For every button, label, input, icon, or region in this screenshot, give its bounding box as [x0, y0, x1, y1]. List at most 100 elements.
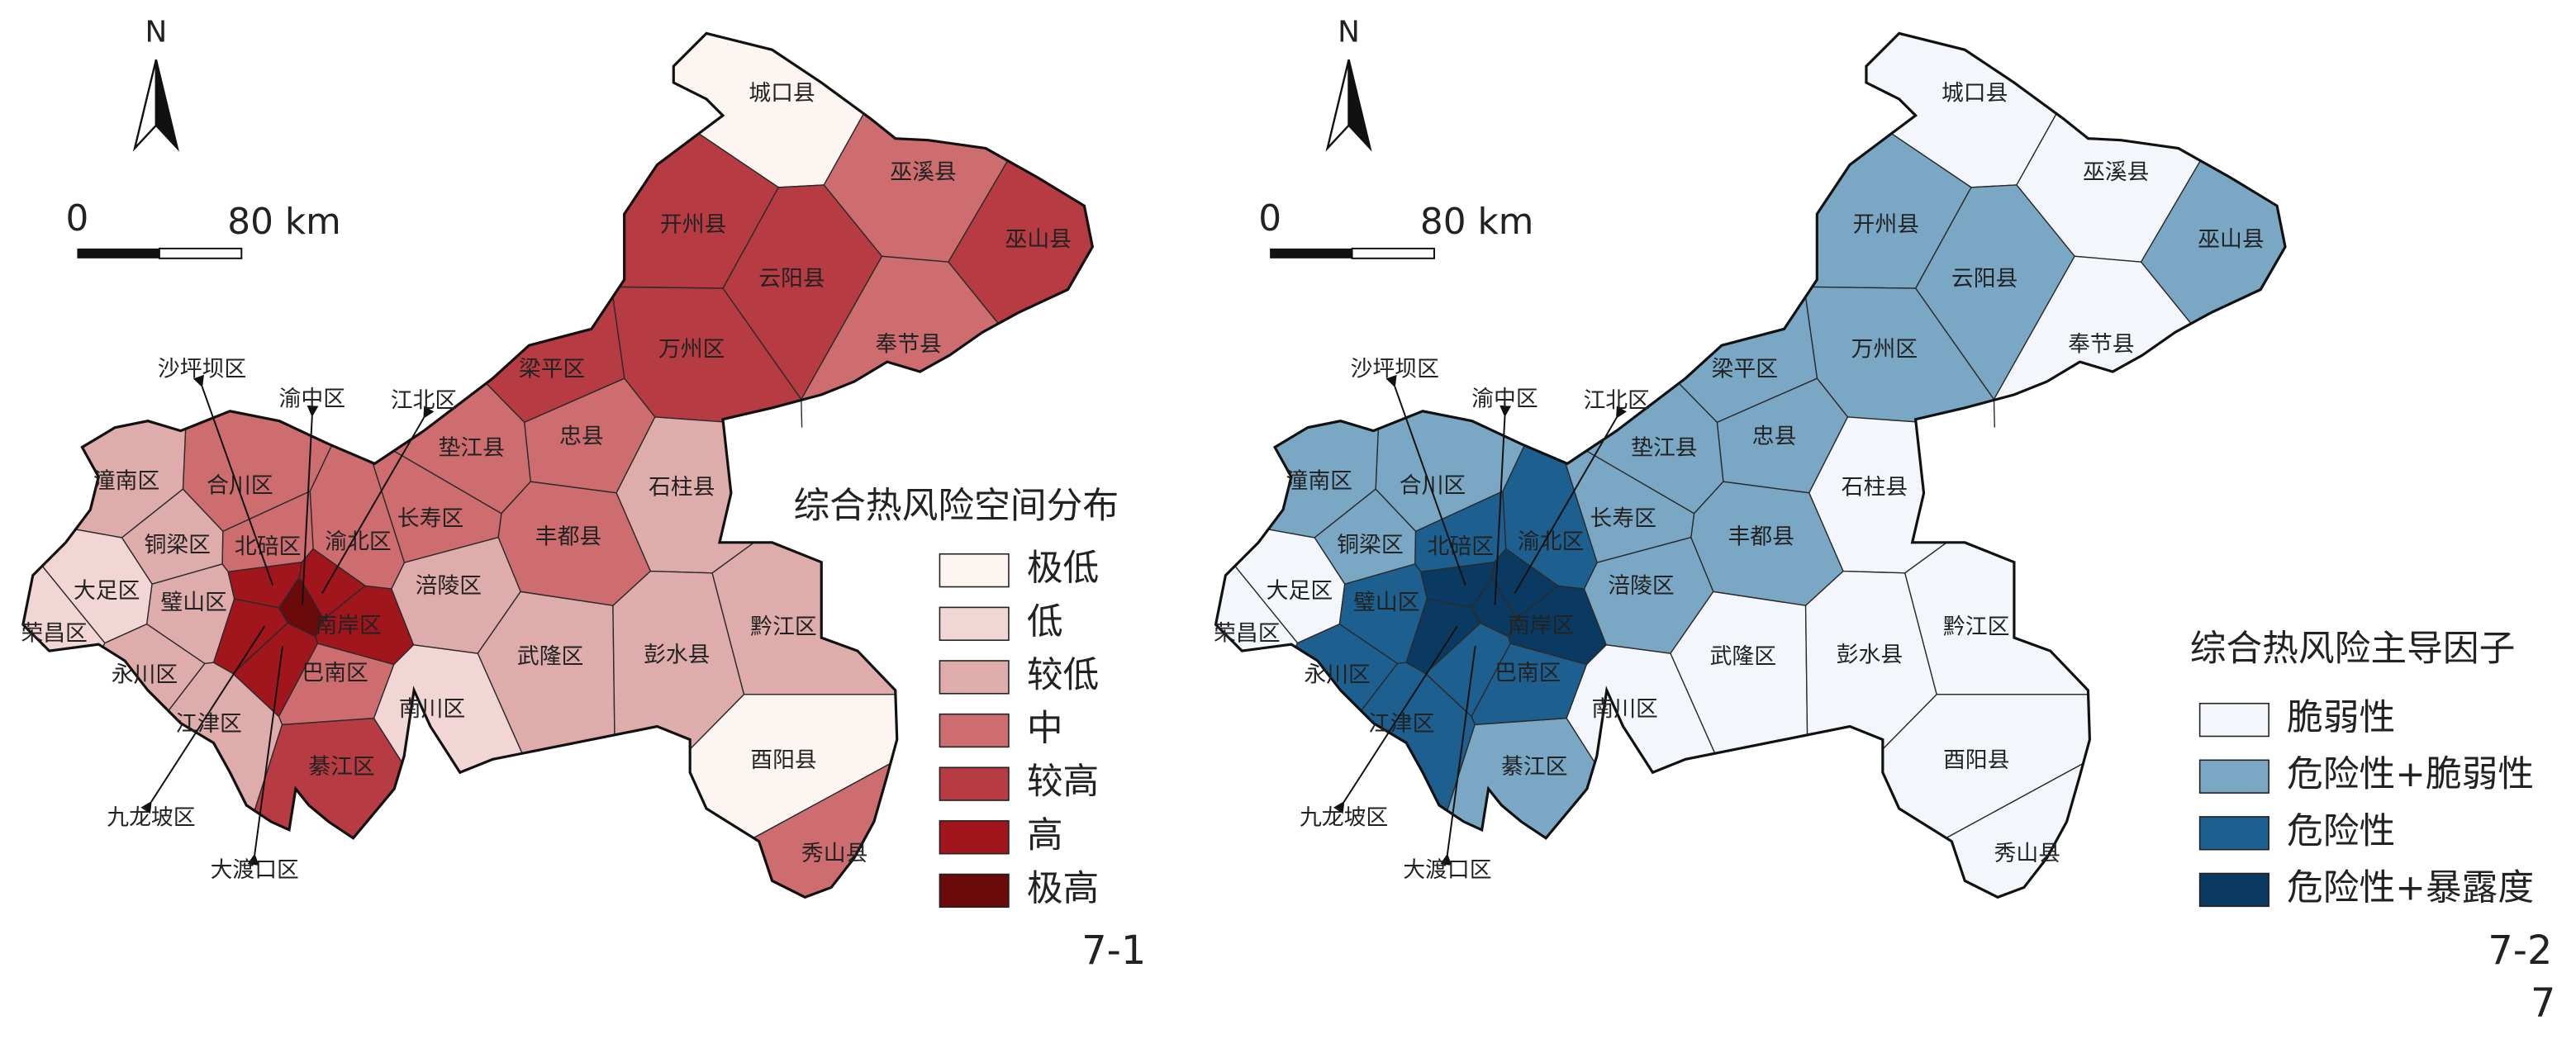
- region-name: 开州县: [660, 212, 726, 238]
- north-label: N: [145, 15, 168, 49]
- region-name: 黔江区: [1943, 614, 2009, 640]
- boundary: [1214, 31, 2287, 899]
- region-name: 长寿区: [397, 506, 463, 532]
- region-name: 万州区: [658, 337, 725, 363]
- region-name: 大渡口区: [211, 857, 299, 883]
- north-arrow: [1325, 59, 1350, 152]
- scale-label: 0: [66, 197, 89, 240]
- legend-swatch: [939, 606, 1010, 641]
- region-name: 潼南区: [1286, 468, 1352, 494]
- region-name: 荣昌区: [21, 621, 87, 647]
- callout-arrow: [321, 406, 435, 594]
- region-name: 石柱县: [649, 475, 715, 501]
- legend-swatch: [2198, 702, 2269, 738]
- callout-arrow: [247, 645, 284, 866]
- region-name: 开州县: [1853, 212, 1919, 238]
- region-name: 渝中区: [279, 386, 345, 411]
- scale-label: 80 km: [227, 201, 340, 243]
- region-name: 江津区: [175, 711, 241, 737]
- legend-label: 高: [1027, 814, 1063, 856]
- region-name: 巫溪县: [890, 159, 956, 185]
- region-name: 丰都县: [535, 524, 601, 549]
- legend-title: 综合热风险空间分布: [793, 485, 1119, 527]
- callout-arrow: [1385, 374, 1466, 586]
- region-name: 璧山区: [1353, 590, 1419, 615]
- region-name: 忠县: [1752, 424, 1797, 449]
- legend-label: 危险性+脆弱性: [2287, 753, 2534, 795]
- legend-swatch: [2198, 872, 2269, 908]
- figure-number: 7: [2531, 981, 2555, 1027]
- region-name: 南川区: [1591, 696, 1657, 722]
- legend-label: 较低: [1027, 654, 1099, 696]
- north-arrow: [154, 59, 179, 152]
- region-name: 綦江区: [308, 754, 374, 780]
- region-name: 秀山县: [801, 841, 867, 866]
- region-name: 秀山县: [1994, 841, 2060, 866]
- region-name: 南岸区: [315, 613, 381, 638]
- region: [231, 622, 319, 718]
- legend-label: 脆弱性: [2287, 697, 2395, 739]
- region-name: 渝中区: [1471, 386, 1538, 411]
- region-name: 酉阳县: [750, 747, 816, 773]
- region-name: 南川区: [399, 696, 465, 722]
- north-label: N: [1338, 15, 1360, 49]
- region-name: 彭水县: [644, 643, 710, 668]
- region-name: 九龙坡区: [107, 804, 195, 830]
- scale-bar: [1351, 247, 1435, 259]
- region-name: 江北区: [1583, 387, 1649, 413]
- region-name: 永川区: [112, 662, 178, 687]
- region-name: 荣昌区: [1214, 621, 1280, 647]
- region-name: 忠县: [559, 424, 604, 449]
- region-name: 万州区: [1851, 337, 1918, 363]
- region-name: 铜梁区: [1337, 532, 1403, 557]
- callout-arrow: [301, 405, 319, 605]
- legend-title: 综合热风险主导因子: [2190, 628, 2516, 670]
- panel-label: 7-2: [2488, 928, 2552, 974]
- region-name: 巴南区: [1495, 660, 1561, 686]
- region-name: 巴南区: [302, 660, 368, 686]
- region-name: 沙坪坝区: [158, 357, 246, 382]
- callout-arrow: [1514, 406, 1628, 594]
- region-name: 石柱县: [1842, 475, 1908, 501]
- legend-label: 危险性+暴露度: [2287, 866, 2534, 909]
- region-name: 奉节县: [875, 332, 941, 358]
- region-name: 丰都县: [1728, 524, 1794, 549]
- scale-label: 80 km: [1420, 201, 1533, 243]
- region-name: 武隆区: [517, 644, 583, 670]
- region-name: 九龙坡区: [1300, 804, 1388, 830]
- region: [212, 598, 289, 675]
- region-name: 梁平区: [1712, 357, 1778, 382]
- region-name: 江北区: [391, 387, 457, 413]
- region-name: 大渡口区: [1403, 857, 1491, 883]
- region-name: 沙坪坝区: [1351, 357, 1439, 382]
- north-arrow: [132, 59, 158, 152]
- region-name: 大足区: [74, 578, 140, 604]
- region-name: 奉节县: [2068, 332, 2134, 358]
- region-name: 云阳县: [758, 266, 825, 292]
- legend-swatch: [939, 553, 1010, 588]
- scale-label: 0: [1258, 197, 1281, 240]
- region-name: 垫江县: [1631, 435, 1697, 461]
- region-name: 云阳县: [1951, 266, 2018, 292]
- panel-label: 7-1: [1081, 928, 1146, 974]
- region: [1491, 548, 1559, 620]
- region-name: 巫山县: [2198, 226, 2264, 252]
- region-name: 永川区: [1304, 662, 1370, 687]
- region: [1405, 598, 1481, 675]
- region-name: 渝北区: [325, 529, 391, 554]
- region-name: 武隆区: [1710, 644, 1776, 670]
- scale-bar: [1270, 248, 1352, 259]
- region-name: 巫溪县: [2083, 159, 2149, 185]
- callout-arrow: [140, 625, 265, 814]
- legend-swatch: [939, 713, 1010, 748]
- legend-label: 极低: [1027, 548, 1099, 590]
- region-name: 涪陵区: [1608, 573, 1674, 599]
- region-name: 綦江区: [1501, 754, 1567, 780]
- region-name: 彭水县: [1837, 643, 1903, 668]
- legend-swatch: [2198, 759, 2269, 794]
- scale-bar: [158, 247, 243, 259]
- region-name: 长寿区: [1590, 506, 1656, 532]
- region-name: 渝北区: [1518, 529, 1584, 554]
